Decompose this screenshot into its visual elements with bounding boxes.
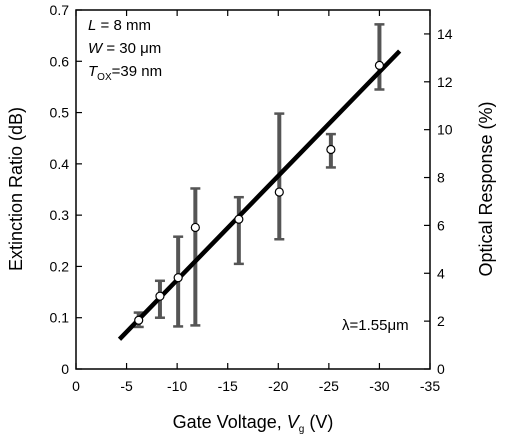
data-point [234, 214, 244, 224]
y-right-tick-label: 14 [437, 26, 453, 42]
right-axis-title: Optical Response (%) [476, 101, 496, 276]
errorbar-group [133, 23, 385, 329]
left-axis-title: Extinction Ratio (dB) [6, 107, 26, 271]
y-left-tick-label: 0.5 [50, 105, 70, 121]
data-point [134, 315, 144, 325]
data-point [274, 187, 284, 197]
y-left-tick-label: 0.3 [50, 207, 70, 223]
plot-frame [75, 9, 431, 370]
annotation-width: W = 30 μm [88, 40, 161, 57]
y-left-tick-label: 0 [61, 361, 69, 377]
point-group [134, 60, 385, 325]
annotation-wavelength: λ=1.55μm [342, 317, 409, 334]
fit-line-group [117, 49, 402, 341]
y-right-tick-label: 2 [437, 313, 445, 329]
y-right-tick-label: 4 [437, 265, 445, 281]
y-right-tick-label: 12 [437, 74, 453, 90]
data-point [190, 222, 200, 233]
y-left-tick-label: 0.1 [50, 310, 70, 326]
data-point [374, 60, 385, 70]
x-tick-label: -25 [319, 378, 339, 394]
y-left-tick-label: 0.7 [50, 2, 70, 18]
x-axis-title: Gate Voltage, Vg (V) [173, 412, 334, 435]
data-point [326, 144, 336, 155]
y-left-tick-label: 0.6 [50, 53, 70, 69]
x-tick-label: -10 [167, 378, 187, 394]
data-point [173, 273, 183, 283]
fit-line [117, 49, 402, 341]
data-point [155, 291, 165, 301]
annotation-oxide-thickness: TOX=39 nm [88, 63, 162, 83]
y-right-tick-label: 10 [437, 122, 453, 138]
x-tick-label: 0 [72, 378, 80, 394]
tick-group: 0 -5 -10 -15 -20 -25 -30 -3500.10.20.30.40.50.6… [50, 2, 453, 394]
y-left-tick-label: 0.4 [50, 156, 70, 172]
x-tick-label: -35 [420, 378, 440, 394]
y-left-tick-label: 0.2 [50, 258, 70, 274]
x-tick-label: -20 [268, 378, 288, 394]
x-tick-label: -30 [369, 378, 389, 394]
annotation-length: L = 8 mm [88, 17, 151, 34]
y-right-tick-label: 8 [437, 170, 445, 186]
x-tick-label: -5 [120, 378, 133, 394]
x-tick-label: -15 [218, 378, 238, 394]
y-right-tick-label: 6 [437, 217, 445, 233]
y-right-tick-label: 0 [437, 361, 445, 377]
